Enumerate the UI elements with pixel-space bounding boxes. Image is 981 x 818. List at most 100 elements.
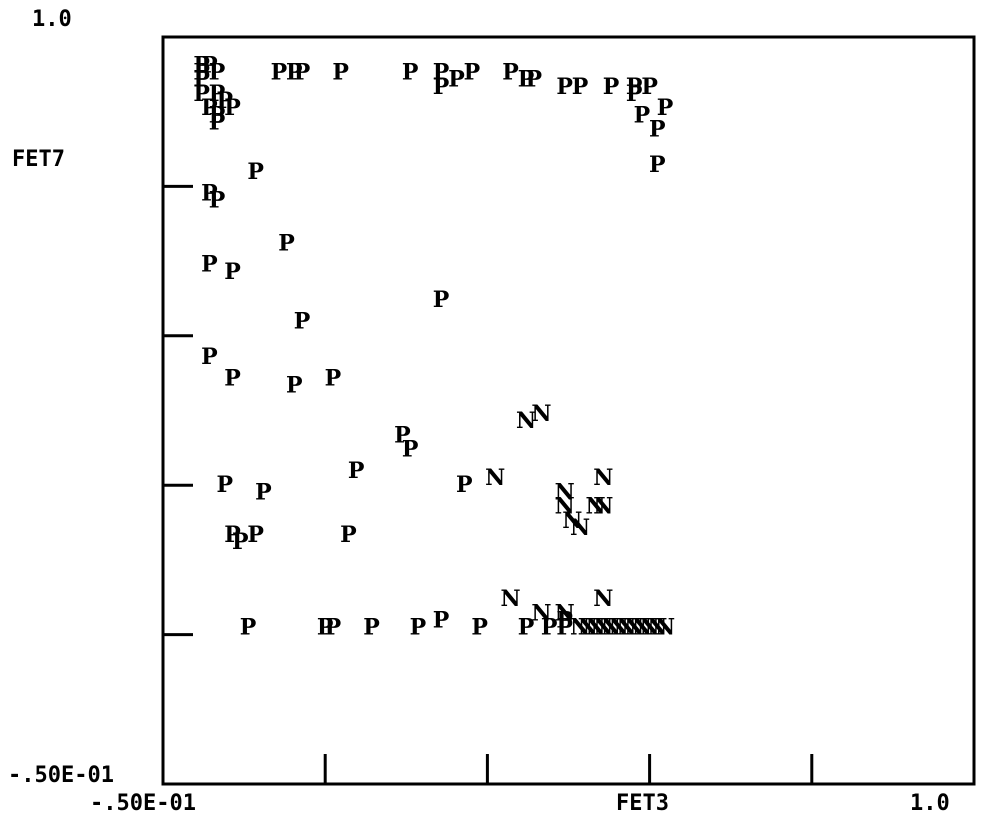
data-point-p: P <box>603 74 620 100</box>
data-point-n: N <box>616 614 636 640</box>
data-point-p: P <box>209 109 226 135</box>
data-point-p: P <box>325 365 342 391</box>
data-point-n: N <box>632 614 652 640</box>
x-axis-label: FET3 <box>616 791 669 816</box>
data-point-p: P <box>247 159 264 185</box>
data-point-p: P <box>340 522 357 548</box>
data-point-p: P <box>232 529 249 555</box>
data-point-p: P <box>201 252 218 278</box>
data-point-p: P <box>649 116 666 142</box>
plot-frame <box>161 35 976 786</box>
data-point-n: N <box>555 494 575 520</box>
data-point-p: P <box>556 74 573 100</box>
y-axis-label: FET7 <box>12 147 65 172</box>
data-point-n: N <box>647 614 667 640</box>
data-point-p: P <box>193 81 210 107</box>
data-point-p: P <box>433 60 450 86</box>
data-point-p: P <box>217 472 234 498</box>
data-point-n: N <box>655 614 675 640</box>
data-point-p: P <box>278 230 295 256</box>
data-point-p: P <box>649 152 666 178</box>
data-point-p: P <box>433 74 450 100</box>
data-point-p: P <box>286 60 303 86</box>
data-point-n: N <box>516 408 536 434</box>
data-point-n: N <box>531 401 551 427</box>
data-point-n: N <box>570 614 590 640</box>
data-point-n: N <box>501 586 521 612</box>
data-point-p: P <box>518 614 535 640</box>
data-point-p: P <box>464 60 481 86</box>
data-point-p: P <box>224 95 241 121</box>
data-point-n: N <box>593 465 613 491</box>
data-point-n: N <box>555 479 575 505</box>
y-axis-ticks <box>163 184 193 637</box>
data-point-p: P <box>224 365 241 391</box>
y-tick-label-bottom: -.50E-01 <box>8 763 114 788</box>
data-point-p: P <box>471 614 488 640</box>
data-point-n: N <box>640 614 660 640</box>
data-point-p: P <box>224 522 241 548</box>
data-point-p: P <box>193 52 210 78</box>
data-point-p: P <box>286 373 303 399</box>
data-point-p: P <box>240 614 257 640</box>
data-point-p: P <box>410 614 427 640</box>
data-point-p: P <box>657 95 674 121</box>
data-point-p: P <box>348 458 365 484</box>
data-point-p: P <box>224 259 241 285</box>
data-point-p: P <box>433 607 450 633</box>
data-point-p: P <box>247 522 264 548</box>
data-point-p: P <box>433 287 450 313</box>
data-point-p: P <box>201 181 218 207</box>
x-tick-label-left: -.50E-01 <box>90 791 196 816</box>
data-point-p: P <box>209 60 226 86</box>
data-point-p: P <box>556 607 573 633</box>
data-point-p: P <box>634 102 651 128</box>
data-point-p: P <box>201 344 218 370</box>
data-point-p: P <box>332 60 349 86</box>
data-point-p: P <box>271 60 288 86</box>
data-point-p: P <box>572 74 589 100</box>
data-point-p: P <box>502 60 519 86</box>
data-point-p: P <box>402 60 419 86</box>
data-point-n: N <box>555 600 575 626</box>
data-point-p: P <box>193 60 210 86</box>
data-point-p: P <box>456 472 473 498</box>
data-point-p: P <box>363 614 380 640</box>
data-point-p: P <box>556 614 573 640</box>
data-point-p: P <box>641 74 658 100</box>
data-point-p: P <box>255 479 272 505</box>
data-point-p: P <box>201 52 218 78</box>
data-point-p: P <box>317 614 334 640</box>
data-point-p: P <box>294 60 311 86</box>
data-point-p: P <box>209 188 226 214</box>
data-point-p: P <box>201 95 218 121</box>
data-point-p: P <box>217 88 234 114</box>
data-point-n: N <box>601 614 621 640</box>
data-point-p: P <box>448 67 465 93</box>
y-tick-label-top: 1.0 <box>32 7 72 32</box>
data-point-n: N <box>531 600 551 626</box>
data-point-p: P <box>541 614 558 640</box>
data-point-n: N <box>578 614 598 640</box>
data-point-p: P <box>518 67 535 93</box>
data-point-n: N <box>609 614 629 640</box>
data-point-n: N <box>485 465 505 491</box>
x-tick-label-right: 1.0 <box>910 791 950 816</box>
data-point-p: P <box>525 67 542 93</box>
data-point-p: P <box>626 81 643 107</box>
data-point-n: N <box>593 586 613 612</box>
data-point-n: N <box>624 614 644 640</box>
data-point-p: P <box>294 309 311 335</box>
data-point-p: P <box>193 67 210 93</box>
data-point-p: P <box>209 102 226 128</box>
data-point-n: N <box>562 508 582 534</box>
data-point-p: P <box>626 74 643 100</box>
data-point-p: P <box>325 614 342 640</box>
data-point-p: P <box>402 437 419 463</box>
data-point-n: N <box>585 614 605 640</box>
data-point-n: N <box>593 494 613 520</box>
x-axis-ticks <box>323 754 814 784</box>
data-point-n: N <box>585 494 605 520</box>
